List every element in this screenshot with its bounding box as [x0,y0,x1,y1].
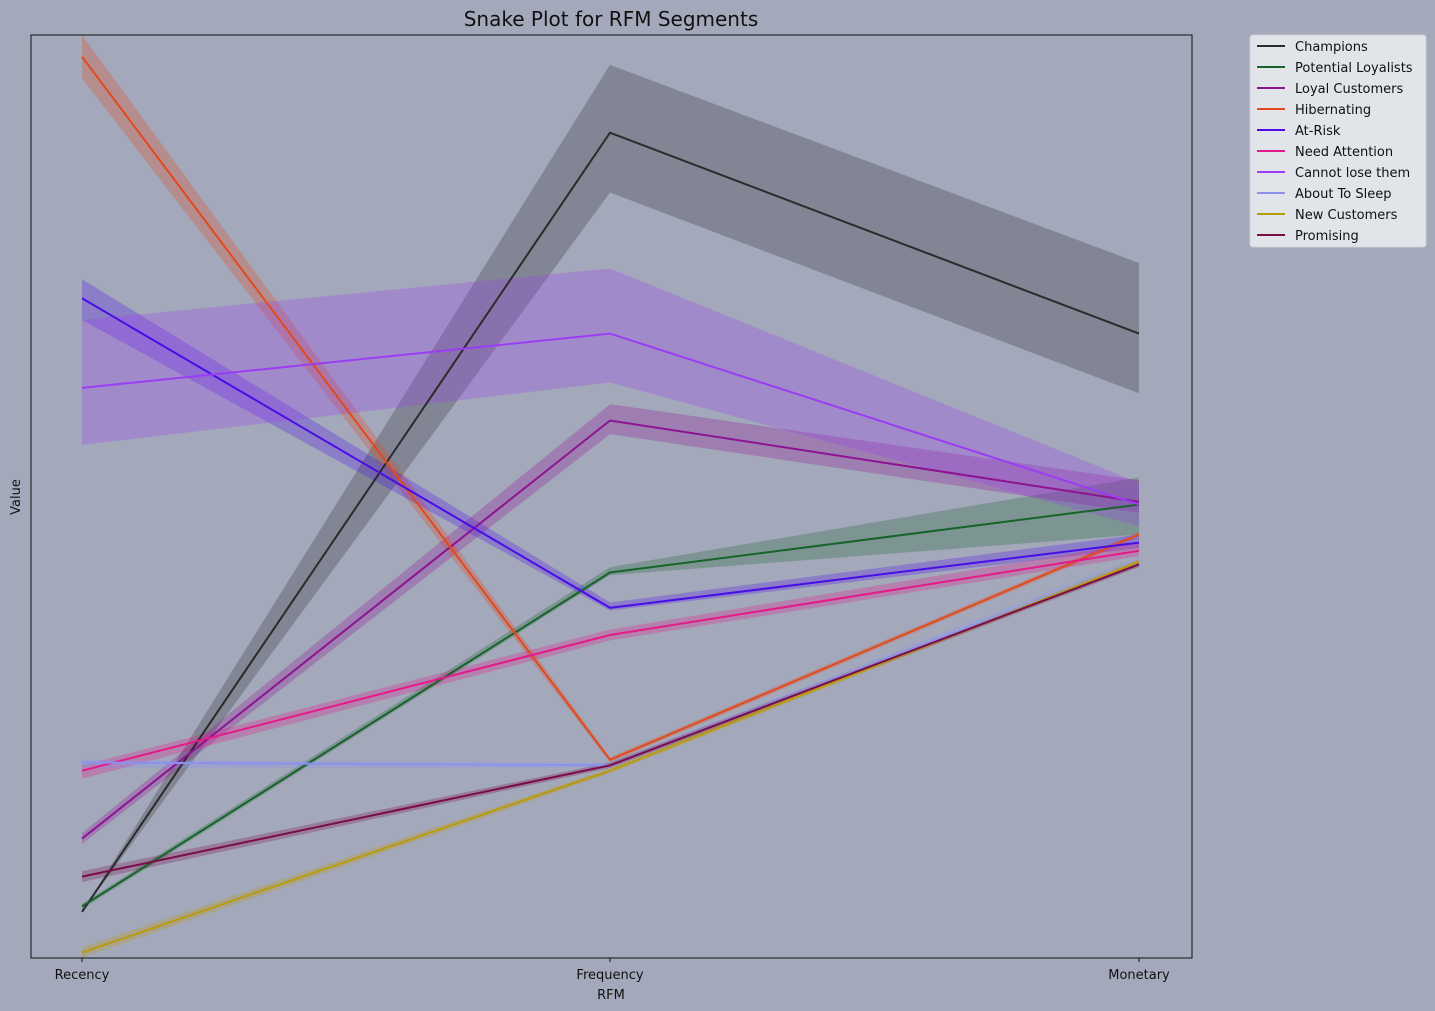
legend-item-cannot-lose-them: Cannot lose them [1257,166,1410,181]
line-cannot-lose-them [81,332,1140,506]
series-lines [81,56,1140,954]
x-axis-label: RFM [597,988,625,1003]
legend-label-at-risk: At-Risk [1295,124,1341,139]
line-need-attention [81,549,1140,772]
legend-box [1249,34,1427,248]
legend-label-need-attention: Need Attention [1295,145,1393,160]
legend-item-need-attention: Need Attention [1257,145,1393,160]
band-new-customers [82,558,1139,958]
legend-label-cannot-lose-them: Cannot lose them [1295,166,1410,181]
legend-label-loyal-customers: Loyal Customers [1295,82,1404,97]
legend-label-champions: Champions [1295,40,1368,55]
legend-label-promising: Promising [1295,229,1359,244]
line-potential-loyalists [81,503,1140,908]
legend-item-potential-loyalists: Potential Loyalists [1257,61,1413,76]
x-axis-ticks: Recency Frequency Monetary [55,958,1170,983]
legend-item-loyal-customers: Loyal Customers [1257,82,1404,97]
legend: Champions Potential Loyalists Loyal Custom… [1249,34,1427,248]
x-tick-label-monetary: Monetary [1108,968,1170,983]
legend-item-champions: Champions [1257,40,1368,55]
chart-title: Snake Plot for RFM Segments [464,7,759,31]
line-at-risk [81,297,1140,609]
legend-label-hibernating: Hibernating [1295,103,1371,118]
line-loyal-customers [81,419,1140,840]
plot-frame [30,34,1193,959]
legend-item-hibernating: Hibernating [1257,103,1371,118]
band-cannot-lose-them [82,268,1139,527]
x-tick-label-recency: Recency [55,968,110,983]
legend-item-about-to-sleep: About To Sleep [1257,187,1392,202]
band-need-attention [82,542,1139,779]
line-hibernating [81,56,1140,762]
band-champions [82,64,1139,912]
y-axis-label: Value [9,479,24,515]
legend-item-new-customers: New Customers [1257,208,1398,223]
line-promising [81,563,1140,878]
plot-area [31,35,1192,958]
legend-label-about-to-sleep: About To Sleep [1295,187,1392,202]
x-tick-label-frequency: Frequency [576,968,643,983]
legend-item-promising: Promising [1257,229,1359,244]
confidence-bands [82,35,1139,958]
line-champions [81,131,1140,913]
legend-item-at-risk: At-Risk [1257,124,1341,139]
legend-label-new-customers: New Customers [1295,208,1398,223]
band-potential-loyalists [82,477,1139,910]
band-promising [82,561,1139,882]
legend-label-potential-loyalists: Potential Loyalists [1295,61,1413,76]
